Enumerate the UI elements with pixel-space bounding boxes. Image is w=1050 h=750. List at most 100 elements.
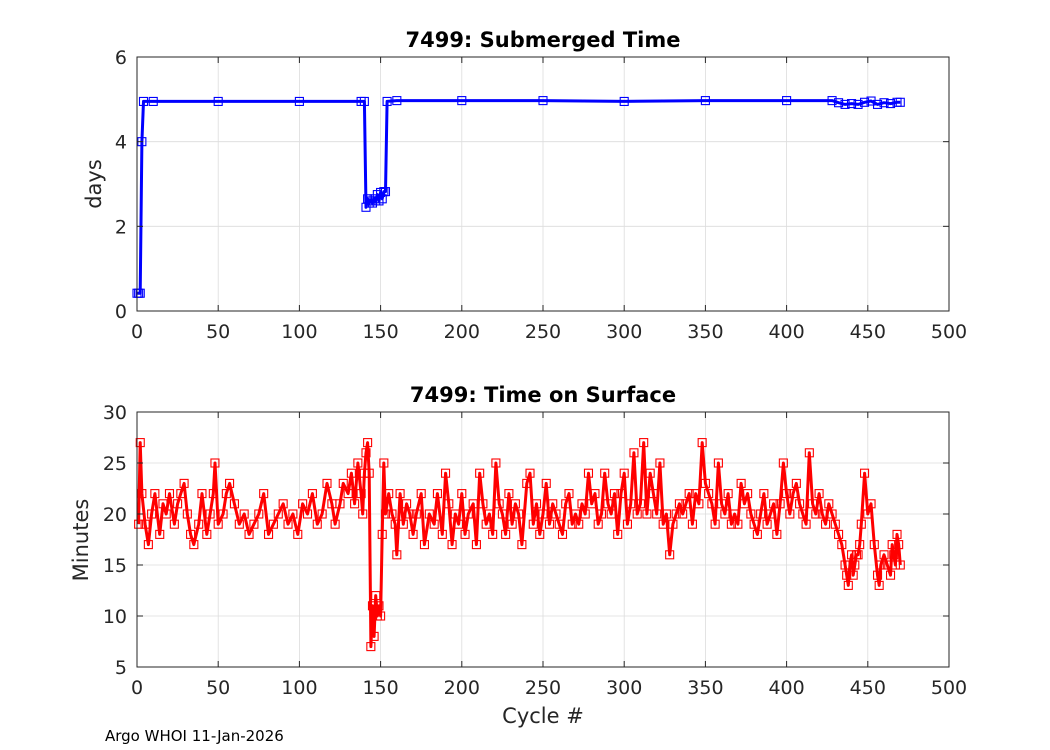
data-point-marker bbox=[366, 642, 376, 652]
data-point-marker bbox=[821, 519, 831, 529]
data-point-marker bbox=[408, 529, 418, 539]
data-point-marker bbox=[210, 458, 220, 468]
data-point-marker bbox=[189, 540, 199, 550]
data-point-marker bbox=[218, 509, 228, 519]
x-tick-label: 450 bbox=[850, 677, 886, 699]
x-tick-label: 300 bbox=[606, 321, 642, 343]
data-point-marker bbox=[367, 601, 378, 611]
data-point-marker bbox=[658, 519, 668, 529]
y-axis-label: Minutes bbox=[69, 499, 93, 582]
data-point-marker bbox=[665, 550, 675, 560]
y-tick-label: 30 bbox=[103, 402, 127, 424]
y-tick-label: 6 bbox=[115, 47, 127, 69]
data-point-marker bbox=[564, 489, 574, 499]
data-point-marker bbox=[866, 96, 876, 106]
data-point-marker bbox=[895, 560, 905, 570]
data-point-marker bbox=[278, 499, 288, 509]
data-point-marker bbox=[894, 540, 904, 550]
data-point-marker bbox=[294, 96, 304, 106]
data-point-marker bbox=[710, 519, 720, 529]
data-point-marker bbox=[847, 550, 857, 560]
data-point-marker bbox=[155, 529, 165, 539]
data-point-marker bbox=[457, 96, 467, 106]
data-point-marker bbox=[173, 499, 183, 509]
data-point-marker bbox=[143, 540, 153, 550]
data-point-marker bbox=[772, 529, 782, 539]
data-point-marker bbox=[842, 570, 852, 580]
data-point-marker bbox=[874, 580, 884, 590]
data-point-marker bbox=[307, 489, 317, 499]
data-point-marker bbox=[356, 489, 366, 499]
data-point-marker bbox=[460, 529, 470, 539]
data-point-marker bbox=[762, 519, 772, 529]
data-point-marker bbox=[876, 560, 886, 570]
data-point-marker bbox=[574, 519, 584, 529]
data-point-marker bbox=[338, 478, 348, 488]
data-point-marker bbox=[723, 489, 733, 499]
data-point-marker bbox=[726, 519, 736, 529]
data-point-marker bbox=[525, 468, 535, 478]
data-point-marker bbox=[330, 519, 340, 529]
data-point-marker bbox=[380, 509, 391, 519]
data-point-marker bbox=[221, 489, 231, 499]
data-point-marker bbox=[194, 519, 204, 529]
data-point-marker bbox=[208, 489, 218, 499]
data-point-marker bbox=[205, 509, 215, 519]
data-point-marker bbox=[736, 478, 746, 488]
data-point-marker bbox=[244, 529, 254, 539]
y-tick-label: 20 bbox=[103, 504, 127, 526]
data-point-marker bbox=[468, 499, 478, 509]
data-point-marker bbox=[639, 438, 649, 448]
data-point-marker bbox=[788, 489, 798, 499]
data-point-marker bbox=[528, 519, 538, 529]
data-point-marker bbox=[619, 96, 629, 106]
x-tick-label: 100 bbox=[281, 321, 317, 343]
x-tick-label: 200 bbox=[444, 677, 480, 699]
data-point-marker bbox=[359, 468, 369, 478]
x-tick-label: 0 bbox=[131, 321, 143, 343]
data-point-marker bbox=[531, 499, 542, 509]
data-point-marker bbox=[158, 499, 168, 509]
data-point-marker bbox=[801, 519, 811, 529]
y-axis-label: days bbox=[82, 159, 106, 209]
data-point-marker bbox=[554, 519, 564, 529]
data-point-marker bbox=[376, 187, 386, 198]
chart-title: 7499: Submerged Time bbox=[405, 28, 680, 52]
data-point-marker bbox=[138, 96, 149, 106]
data-point-marker bbox=[444, 499, 454, 509]
x-tick-label: 350 bbox=[687, 677, 723, 699]
data-point-marker bbox=[478, 499, 488, 509]
data-point-marker bbox=[879, 550, 889, 560]
data-point-marker bbox=[441, 468, 451, 478]
data-point-marker bbox=[872, 99, 883, 109]
data-point-marker bbox=[424, 509, 434, 519]
data-point-marker bbox=[363, 438, 373, 448]
data-point-marker bbox=[471, 540, 481, 550]
x-axis-label: Cycle # bbox=[502, 704, 584, 728]
data-point-marker bbox=[322, 478, 332, 488]
data-point-marker bbox=[590, 489, 600, 499]
data-point-marker bbox=[429, 519, 439, 529]
data-point-marker bbox=[704, 489, 714, 499]
x-tick-label: 50 bbox=[206, 321, 230, 343]
data-point-marker bbox=[551, 509, 561, 519]
data-point-marker bbox=[863, 509, 873, 519]
data-point-marker bbox=[419, 540, 429, 550]
data-point-marker bbox=[632, 509, 642, 519]
data-point-marker bbox=[150, 489, 160, 499]
data-point-marker bbox=[845, 560, 855, 570]
data-point-marker bbox=[475, 468, 485, 478]
data-point-marker bbox=[603, 499, 613, 509]
data-point-marker bbox=[769, 499, 779, 509]
data-point-marker bbox=[239, 509, 249, 519]
data-point-marker bbox=[840, 560, 850, 570]
data-point-marker bbox=[814, 489, 824, 499]
y-tick-label: 2 bbox=[115, 216, 127, 238]
data-point-marker bbox=[548, 499, 558, 509]
data-point-marker bbox=[374, 601, 384, 611]
data-point-marker bbox=[164, 489, 175, 499]
data-point-marker bbox=[317, 509, 327, 519]
data-point-marker bbox=[587, 499, 597, 509]
data-point-marker bbox=[811, 509, 821, 519]
data-point-marker bbox=[148, 96, 158, 106]
